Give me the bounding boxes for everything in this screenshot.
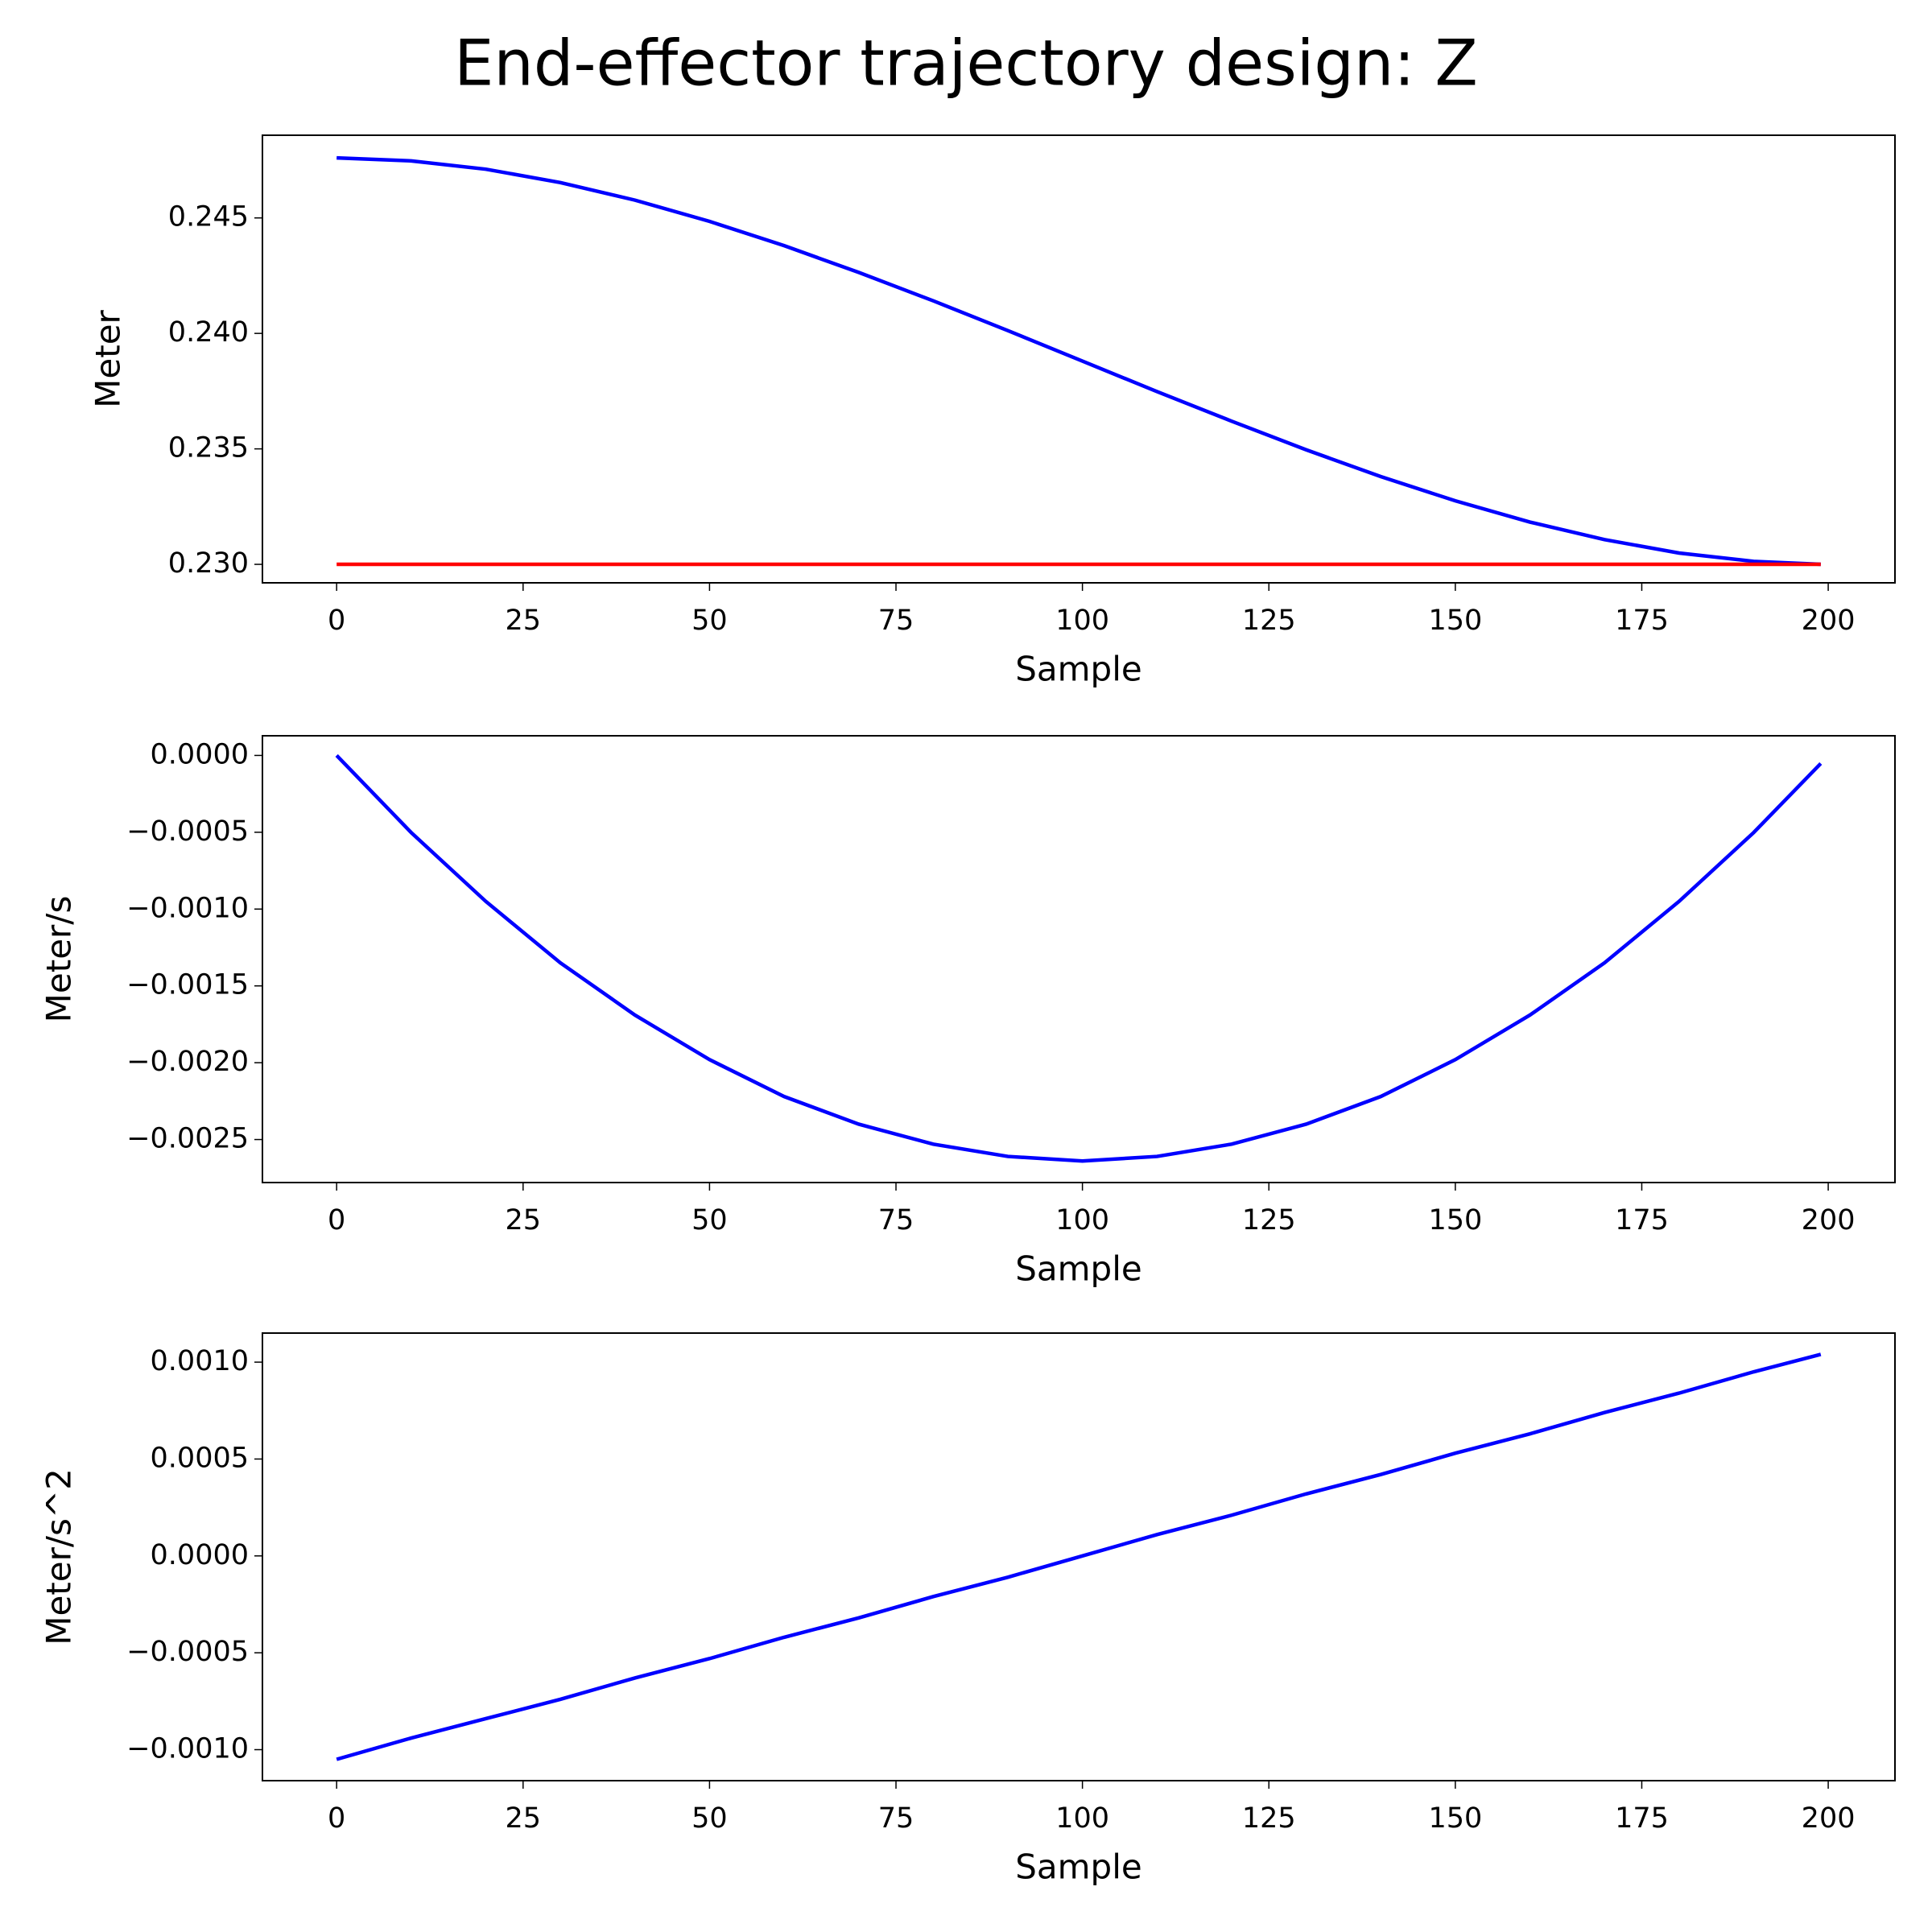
x-tick-label: 150	[1428, 605, 1482, 637]
y-tick-label: 0.230	[168, 547, 249, 580]
x-tick-label: 25	[506, 605, 542, 637]
y-tick-label: 0.235	[168, 432, 249, 464]
y-tick-label: −0.0020	[126, 1046, 249, 1078]
y-tick-label: −0.0005	[126, 1636, 249, 1668]
y-axis-label: Meter/s	[39, 896, 79, 1023]
y-axis-label: Meter	[89, 309, 128, 407]
y-tick-label: −0.0015	[126, 969, 249, 1001]
y-tick-label: −0.0010	[126, 892, 249, 924]
x-tick-label: 75	[878, 605, 914, 637]
y-tick-label: −0.0025	[126, 1123, 249, 1155]
x-tick-label: 100	[1055, 1802, 1109, 1835]
x-tick-label: 75	[878, 1204, 914, 1236]
x-tick-label: 200	[1802, 1204, 1856, 1236]
y-tick-label: 0.0000	[151, 738, 249, 770]
x-tick-label: 175	[1615, 1204, 1669, 1236]
axes-frame	[262, 1332, 1896, 1781]
data-line	[335, 753, 1823, 1163]
x-axis-label: Sample	[1015, 650, 1141, 689]
x-tick-label: 50	[691, 605, 728, 637]
y-tick-label: 0.0000	[151, 1539, 249, 1571]
x-tick-label: 175	[1615, 605, 1669, 637]
x-axis-label: Sample	[1015, 1249, 1141, 1289]
x-tick-label: 0	[328, 605, 345, 637]
x-tick-label: 125	[1242, 1802, 1296, 1835]
x-tick-label: 200	[1802, 605, 1856, 637]
y-tick-label: −0.0010	[126, 1732, 249, 1765]
x-tick-label: 0	[328, 1204, 345, 1236]
x-tick-label: 150	[1428, 1802, 1482, 1835]
x-tick-label: 100	[1055, 1204, 1109, 1236]
x-tick-label: 175	[1615, 1802, 1669, 1835]
axes-frame	[262, 735, 1896, 1183]
y-axis-label: Meter/s^2	[39, 1468, 79, 1645]
x-tick-label: 100	[1055, 605, 1109, 637]
x-tick-label: 125	[1242, 1204, 1296, 1236]
figure-title: End-effector trajectory design: Z	[454, 27, 1478, 100]
y-tick-label: 0.0010	[151, 1345, 249, 1377]
x-tick-label: 125	[1242, 605, 1296, 637]
x-tick-label: 25	[506, 1802, 542, 1835]
y-tick-label: 0.240	[168, 316, 249, 349]
x-tick-label: 25	[506, 1204, 542, 1236]
x-axis-label: Sample	[1015, 1847, 1141, 1887]
y-tick-label: 0.0005	[151, 1442, 249, 1474]
data-line	[336, 155, 1821, 567]
y-tick-label: 0.245	[168, 201, 249, 233]
x-tick-label: 50	[691, 1802, 728, 1835]
x-tick-label: 75	[878, 1802, 914, 1835]
x-tick-label: 0	[328, 1802, 345, 1835]
y-tick-label: −0.0005	[126, 815, 249, 848]
x-tick-label: 150	[1428, 1204, 1482, 1236]
x-tick-label: 50	[691, 1204, 728, 1236]
axes-frame	[262, 134, 1896, 584]
data-line	[336, 1352, 1822, 1761]
x-tick-label: 200	[1802, 1802, 1856, 1835]
